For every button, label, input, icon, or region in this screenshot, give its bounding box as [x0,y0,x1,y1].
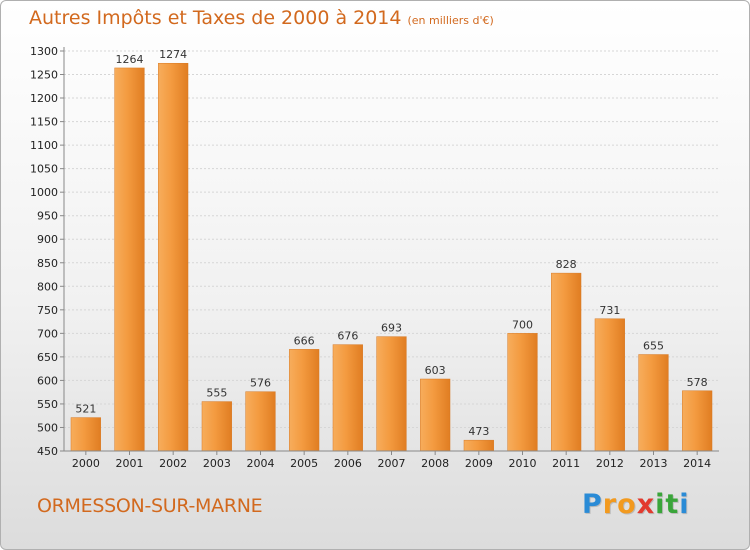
data-labels: 521 1264 1274 555 576 666 676 693 603 473 700 828 73… [75,48,707,438]
x-tick-label: 2004 [247,457,275,470]
bar-2010 [507,333,538,452]
logo-letter: i [679,489,690,520]
data-label: 1264 [116,53,144,66]
y-tick-label: 1300 [30,45,58,58]
x-tick-label: 2000 [72,457,100,470]
logo-letter: P [582,489,603,520]
bar-2004 [245,391,276,452]
y-tick-label: 450 [37,445,58,458]
y-tick-label: 1000 [30,186,58,199]
logo-letter: x [636,489,656,520]
chart-subtitle: (en milliers d'€) [407,14,494,27]
bar-2013 [638,354,669,452]
data-label: 655 [643,340,664,353]
y-tick-label: 950 [37,210,58,223]
y-tick-label: 900 [37,233,58,246]
y-tick-label: 1100 [30,139,58,152]
x-tick-label: 2008 [421,457,449,470]
y-tick-label: 1200 [30,92,58,105]
bar-2002 [158,62,189,452]
data-label: 576 [250,377,271,390]
bars [70,62,713,452]
x-tick-label: 2006 [334,457,362,470]
bar-2012 [594,318,625,452]
data-label: 521 [75,403,96,416]
data-label: 828 [556,258,577,271]
data-label: 693 [381,322,402,335]
data-label: 555 [206,387,227,400]
x-tick-label: 2005 [290,457,318,470]
y-tick-label: 800 [37,280,58,293]
x-axis-ticks: 2000 2001 2002 2003 2004 2005 2006 2007 2008 2009… [72,451,711,470]
y-tick-label: 650 [37,351,58,364]
data-label: 666 [294,334,315,347]
x-tick-label: 2003 [203,457,231,470]
x-tick-label: 2001 [116,457,144,470]
logo-letter: r [602,489,618,520]
logo-letter: o [617,489,637,520]
data-label: 1274 [159,48,187,61]
bar-2006 [332,344,363,452]
y-axis-ticks: 450 500 550 600 650 700 750 800 850 900 950 1000 105… [30,45,64,458]
y-tick-label: 850 [37,257,58,270]
logo-letter: t [665,489,680,520]
x-tick-label: 2013 [640,457,668,470]
y-tick-label: 750 [37,304,58,317]
y-tick-label: 600 [37,374,58,387]
y-tick-label: 550 [37,398,58,411]
data-label: 603 [425,364,446,377]
x-tick-label: 2014 [683,457,711,470]
x-tick-label: 2007 [378,457,406,470]
chart-title-text: Autres Impôts et Taxes de 2000 à 2014 [29,7,402,29]
bar-2008 [420,378,451,452]
bar-2009 [463,439,494,452]
logo-letter: i [655,489,666,520]
x-tick-label: 2012 [596,457,624,470]
bar-2005 [289,349,320,452]
data-label: 731 [599,304,620,317]
y-tick-label: 1250 [30,69,58,82]
bar-2003 [201,401,232,452]
data-label: 676 [337,330,358,343]
bar-2014 [682,390,713,452]
bar-2011 [551,272,582,452]
x-tick-label: 2010 [509,457,537,470]
bar-2001 [114,67,145,452]
proxiti-logo: Proxiti [582,489,690,520]
bar-2000 [70,417,101,452]
data-label: 473 [468,425,489,438]
chart-title: Autres Impôts et Taxes de 2000 à 2014 (en… [29,7,494,29]
axes [63,47,719,452]
bar-2007 [376,336,407,452]
y-tick-label: 500 [37,421,58,434]
y-tick-label: 1150 [30,116,58,129]
data-label: 700 [512,318,533,331]
x-tick-label: 2011 [552,457,580,470]
y-tick-label: 1050 [30,163,58,176]
x-tick-label: 2002 [159,457,187,470]
y-tick-label: 700 [37,327,58,340]
data-label: 578 [687,376,708,389]
x-tick-label: 2009 [465,457,493,470]
city-name: ORMESSON-SUR-MARNE [37,495,263,517]
